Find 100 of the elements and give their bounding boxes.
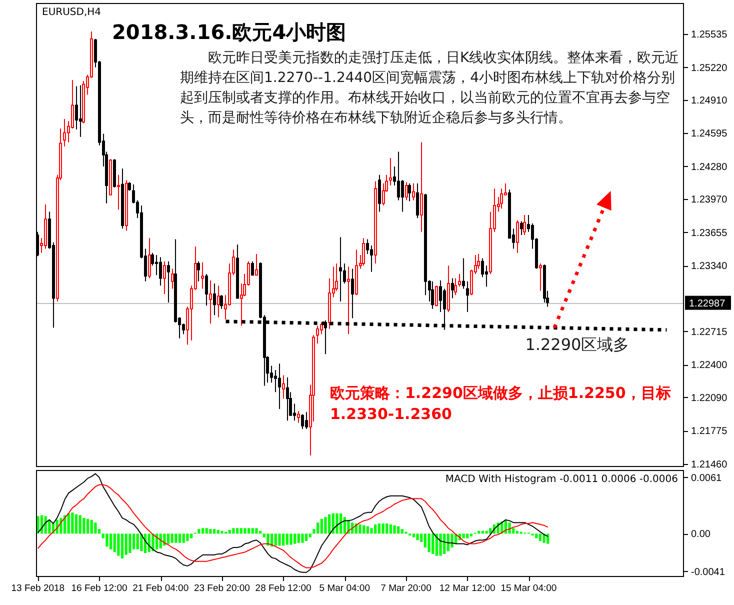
bar: [198, 529, 200, 534]
x-tick-label: 28 Feb 12:00: [255, 583, 312, 594]
candlestick: [79, 84, 82, 138]
candlestick: [220, 294, 223, 310]
bar: [328, 514, 331, 534]
bar: [78, 515, 82, 534]
bar: [336, 513, 338, 534]
bar: [106, 534, 108, 547]
line-series: [37, 484, 548, 568]
bar: [446, 534, 450, 552]
x-tick-label: 5 Mar 04:00: [319, 583, 370, 594]
candlestick: [516, 220, 519, 254]
bar: [382, 524, 384, 534]
candlestick: [121, 168, 124, 230]
bar: [466, 534, 469, 538]
y-tick-label: 1.23970: [691, 194, 728, 206]
candlestick: [447, 265, 450, 312]
candlestick: [251, 260, 254, 276]
bar: [370, 528, 373, 534]
bar: [324, 517, 327, 534]
bar: [546, 534, 550, 544]
bar: [236, 528, 239, 534]
candlestick: [374, 180, 377, 264]
candlestick: [128, 182, 131, 192]
candlestick: [539, 262, 542, 292]
y-tick-label: 1.22400: [691, 360, 728, 372]
bar: [220, 530, 224, 534]
annotation: 欧元策略：1.2290区域做多，止损1.2250，目标1.2330-1.2360: [330, 384, 671, 423]
bar: [205, 528, 208, 534]
bar: [67, 513, 70, 534]
bar: [489, 528, 492, 534]
bar: [400, 529, 404, 534]
bar: [136, 534, 139, 550]
candlestick: [63, 118, 66, 147]
bar: [201, 528, 204, 534]
candlestick: [462, 258, 465, 290]
bar: [174, 534, 178, 543]
candlestick: [201, 262, 204, 290]
bar: [232, 528, 235, 534]
bar: [450, 534, 454, 548]
bar: [170, 534, 174, 543]
candlestick: [431, 280, 434, 310]
bar: [397, 526, 400, 534]
bar: [343, 517, 346, 534]
bar: [535, 534, 538, 538]
candlestick: [520, 220, 523, 236]
y-tick-label: 1.24595: [691, 128, 728, 140]
y-tick-label: 1.21775: [691, 426, 728, 438]
y-tick-label: 1.22090: [691, 392, 728, 404]
candlestick: [148, 238, 151, 279]
bar: [538, 534, 542, 542]
bar: [255, 528, 258, 534]
bar: [386, 524, 388, 534]
candlestick: [44, 204, 47, 250]
bar: [228, 530, 231, 534]
candlestick: [316, 325, 319, 344]
bar: [366, 526, 369, 534]
bar: [74, 514, 78, 534]
ref-line-label: 1.22987: [689, 298, 726, 310]
candlestick: [205, 274, 208, 306]
text: 2018.3.16.欧元4小时图: [112, 20, 346, 44]
candlestick: [458, 274, 461, 288]
candlestick: [171, 268, 174, 290]
candlestick: [420, 142, 423, 232]
candlestick: [389, 158, 392, 186]
bar: [212, 529, 216, 534]
y-tick-label: 0.00: [691, 529, 711, 540]
x-tick-label: 15 Mar 04:00: [500, 583, 557, 594]
candlestick: [109, 158, 112, 196]
bar: [159, 534, 162, 548]
bar: [244, 528, 246, 534]
candlestick: [305, 412, 308, 430]
x-tick-label: 13 Feb 2018: [11, 583, 65, 594]
candlestick: [405, 182, 408, 201]
bar: [124, 534, 128, 555]
bar: [109, 534, 112, 550]
bar: [282, 534, 285, 546]
candlestick: [282, 374, 285, 399]
bar: [71, 512, 74, 534]
bar: [82, 518, 86, 534]
bar: [86, 518, 90, 534]
candlestick: [408, 182, 411, 202]
candlestick: [435, 285, 438, 306]
y-tick-label: 1.25535: [691, 30, 728, 41]
chart-subtitle: EURUSD,H4: [42, 7, 102, 18]
x-tick-label: 16 Feb 12:00: [71, 583, 128, 594]
y-tick-label: 1.23655: [691, 228, 728, 239]
bar: [435, 534, 438, 556]
bar: [362, 525, 366, 534]
candlestick: [339, 236, 342, 302]
candlestick: [209, 280, 212, 324]
bar: [462, 534, 465, 538]
bar: [248, 528, 250, 534]
bar: [358, 524, 362, 534]
chart-title: MACD With Histogram -0.0011 0.0006 -0.0006: [445, 474, 678, 485]
candlestick: [355, 249, 358, 296]
candlestick: [378, 174, 381, 212]
candlestick: [451, 278, 454, 299]
bar: [297, 534, 300, 543]
bar: [209, 529, 212, 534]
